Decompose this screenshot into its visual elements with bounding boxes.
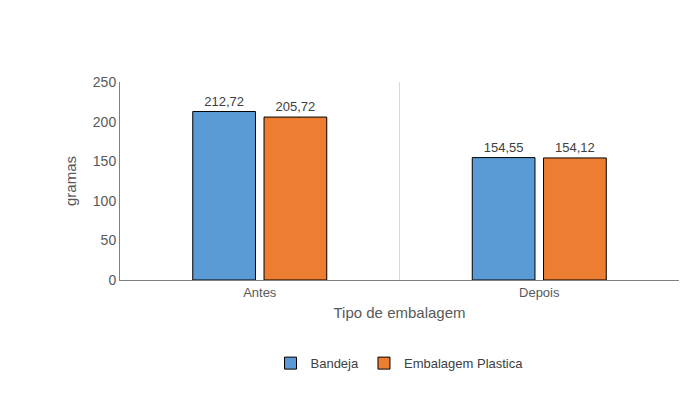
svg-text:50: 50 — [101, 232, 117, 248]
svg-text:154,12: 154,12 — [555, 140, 595, 155]
svg-text:Tipo de embalagem: Tipo de embalagem — [333, 304, 465, 321]
svg-text:Antes: Antes — [243, 285, 277, 300]
svg-text:200: 200 — [93, 114, 117, 130]
svg-text:205,72: 205,72 — [276, 99, 316, 114]
svg-text:100: 100 — [93, 193, 117, 209]
svg-text:Embalagem Plastica: Embalagem Plastica — [404, 356, 523, 371]
svg-text:Depois: Depois — [519, 285, 560, 300]
svg-text:154,55: 154,55 — [484, 140, 524, 155]
svg-text:gramas: gramas — [62, 156, 79, 206]
svg-text:Bandeja: Bandeja — [311, 356, 359, 371]
svg-text:0: 0 — [108, 272, 116, 288]
svg-text:212,72: 212,72 — [204, 94, 244, 109]
svg-text:250: 250 — [93, 74, 117, 90]
svg-text:150: 150 — [93, 153, 117, 169]
